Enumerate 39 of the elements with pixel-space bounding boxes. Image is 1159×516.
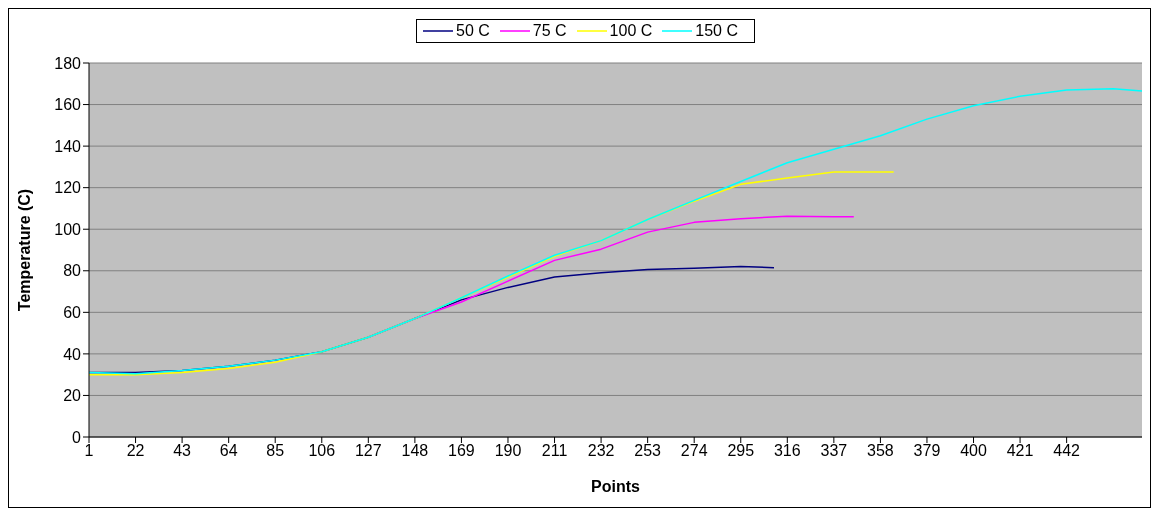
legend-label: 100 C: [609, 22, 653, 40]
x-tick-label: 1: [84, 442, 94, 460]
x-tick-label: 64: [219, 442, 238, 460]
y-tick-label: 20: [63, 387, 82, 405]
x-tick-label: 190: [494, 442, 522, 460]
x-tick-label: 211: [541, 442, 568, 460]
y-tick-label: 100: [54, 220, 82, 238]
x-tick-label: 295: [727, 442, 755, 460]
x-tick-label: 337: [820, 442, 848, 460]
y-tick-label: 180: [54, 54, 82, 72]
x-tick-label: 85: [266, 442, 285, 460]
y-tick-label: 80: [63, 262, 82, 280]
x-tick-label: 106: [308, 442, 336, 460]
line-series: [89, 88, 1142, 375]
x-tick-label: 253: [634, 442, 662, 460]
x-tick-label: 22: [126, 442, 145, 460]
x-tick-label: 169: [448, 442, 475, 460]
legend-label: 75 C: [532, 22, 567, 40]
legend-label: 50 C: [456, 22, 490, 40]
y-tick-label: 60: [63, 304, 82, 322]
x-tick-label: 358: [867, 442, 894, 460]
x-axis-title: Points: [591, 478, 641, 495]
legend-label: 150 C: [695, 22, 738, 40]
x-tick-label: 274: [680, 442, 708, 460]
y-tick-label: 120: [54, 179, 82, 197]
x-tick-label: 232: [587, 442, 615, 460]
y-axis-title: Temperature (C): [15, 188, 33, 312]
x-tick-label: 148: [401, 442, 429, 460]
x-tick-label: 421: [1006, 442, 1034, 460]
x-tick-label: 442: [1053, 442, 1081, 460]
x-tick-label: 43: [173, 442, 192, 460]
y-tick-label: 0: [72, 428, 82, 446]
y-tick-label: 160: [54, 96, 82, 114]
y-tick-label: 40: [63, 345, 82, 363]
x-tick-label: 127: [354, 442, 382, 460]
x-tick-label: 316: [773, 442, 801, 460]
x-tick-label: 379: [913, 442, 941, 460]
x-tick-label: 400: [960, 442, 987, 460]
y-tick-label: 140: [54, 137, 82, 155]
